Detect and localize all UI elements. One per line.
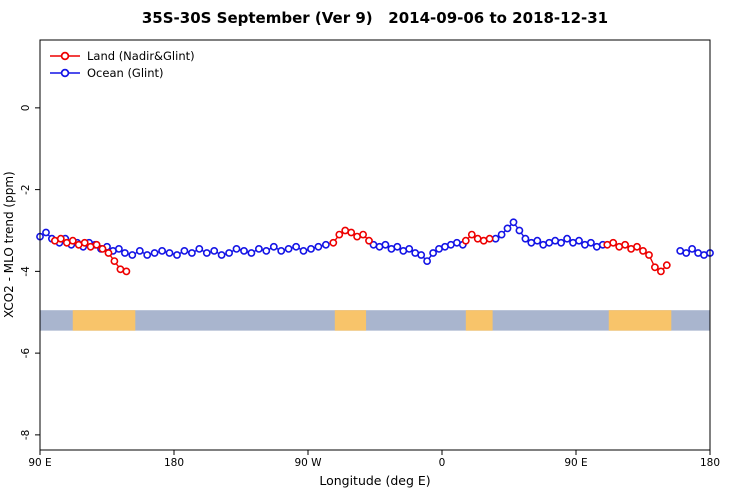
series-marker (417, 251, 426, 259)
series-marker (92, 240, 101, 249)
series-marker (645, 251, 653, 259)
series-marker (135, 246, 144, 255)
legend-label: Ocean (Glint) (87, 66, 164, 80)
series-marker (533, 236, 542, 245)
series-marker (429, 249, 437, 257)
series-marker (467, 230, 476, 239)
series-marker (210, 246, 219, 255)
legend-label: Land (Nadir&Glint) (87, 49, 195, 63)
series-marker (497, 230, 506, 239)
y-tick-label: -6 (20, 348, 32, 359)
series-marker (299, 246, 308, 255)
series-marker (122, 267, 131, 276)
x-tick-label: 180 (700, 457, 720, 469)
series-marker (515, 226, 524, 235)
map-strip-land (608, 310, 672, 331)
series-marker (121, 249, 129, 257)
series-marker (254, 244, 263, 253)
series-marker (68, 236, 77, 245)
series-marker (633, 242, 641, 251)
series-marker (381, 240, 390, 249)
y-axis-label: XCO2 - MLO trend (ppm) (2, 171, 16, 319)
series-marker (225, 249, 233, 257)
series-marker (639, 246, 647, 255)
x-tick-label: 0 (439, 457, 446, 469)
series-marker (307, 244, 315, 253)
series-marker (682, 249, 691, 257)
map-strip-land (72, 310, 136, 331)
y-tick-label: 0 (20, 105, 32, 112)
series-marker (587, 238, 595, 247)
series-marker (485, 234, 494, 243)
series-marker (347, 228, 356, 237)
series-marker (80, 238, 89, 247)
series-marker (98, 244, 107, 253)
series-marker (195, 244, 204, 253)
series-marker (202, 249, 211, 257)
series-marker (150, 249, 159, 257)
series-marker (104, 249, 113, 257)
series-marker (557, 238, 565, 247)
series-marker (284, 244, 293, 253)
series-marker (405, 244, 414, 253)
y-tick-label: -4 (20, 266, 32, 277)
series-marker (335, 230, 344, 239)
series-marker (217, 251, 226, 259)
series-marker (662, 261, 671, 270)
series-marker (56, 234, 65, 243)
series-marker (365, 236, 373, 245)
y-tick-label: -2 (20, 184, 32, 194)
series-marker (269, 242, 278, 251)
series-marker (180, 246, 189, 255)
series-marker (509, 218, 518, 227)
series-marker (563, 234, 571, 243)
series-marker (128, 251, 137, 259)
map-strip-ocean (40, 310, 710, 331)
series-marker (609, 238, 618, 247)
x-tick-label: 90 E (28, 457, 51, 469)
series-marker (232, 244, 241, 253)
map-strip-land (465, 310, 493, 331)
series-marker (657, 267, 665, 276)
x-axis-label: Longitude (deg E) (319, 473, 431, 488)
series-marker (110, 257, 119, 265)
chart-title: 35S-30S September (Ver 9) 2014-09-06 to … (141, 9, 609, 27)
series-marker (42, 228, 50, 237)
series-marker (651, 263, 659, 272)
series-marker (158, 246, 166, 255)
plot-border (39, 39, 711, 451)
series-marker (393, 242, 402, 251)
series-marker (247, 249, 256, 257)
series-marker (621, 240, 629, 249)
series-marker (423, 257, 431, 265)
series-marker (359, 230, 367, 239)
series-marker (521, 234, 530, 243)
series-marker (321, 240, 330, 249)
x-tick-label: 90 W (294, 457, 322, 469)
series-marker (240, 246, 248, 255)
map-strip-land (334, 310, 367, 331)
series-marker (503, 224, 512, 233)
series-marker (314, 242, 323, 251)
series-marker (115, 244, 123, 253)
series-marker (262, 246, 271, 255)
series-marker (575, 236, 583, 245)
legend-marker (60, 51, 70, 61)
series-marker (165, 249, 174, 257)
series-marker (292, 242, 300, 251)
series-marker (688, 244, 696, 253)
series-marker (461, 236, 470, 245)
series-marker (329, 238, 338, 247)
x-tick-label: 90 E (564, 457, 587, 469)
legend-marker (60, 68, 70, 78)
series-marker (187, 249, 196, 257)
series-marker (143, 251, 152, 259)
series-marker (277, 246, 286, 255)
y-tick-label: -8 (20, 430, 32, 440)
series-marker (173, 251, 181, 259)
x-tick-label: 180 (164, 457, 184, 469)
